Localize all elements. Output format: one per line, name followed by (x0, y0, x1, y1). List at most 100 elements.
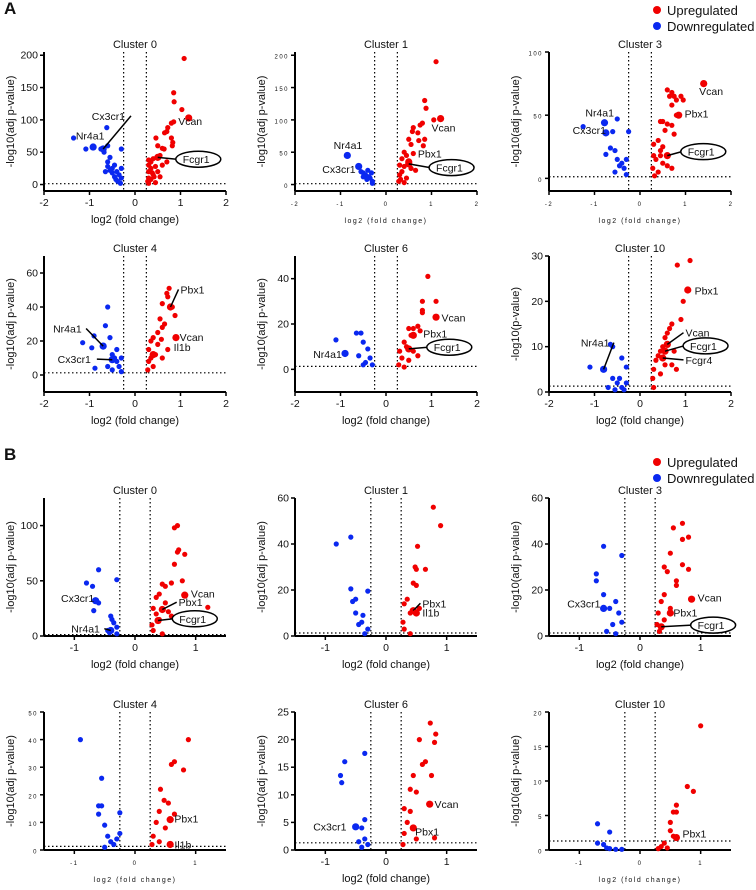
downregulated-point (92, 365, 98, 371)
upregulated-point (662, 127, 668, 133)
highlighted-gene-point (166, 816, 174, 824)
downregulated-point (358, 330, 364, 336)
upregulated-point (413, 582, 419, 589)
gene-label-cx3cr1: Cx3cr1 (567, 598, 600, 610)
upregulated-point (155, 341, 161, 347)
legend-up-marker (653, 458, 661, 466)
upregulated-point (679, 536, 686, 543)
y-tick-label: 30 (28, 767, 38, 773)
x-axis-label: log2 (fold change) (91, 214, 179, 226)
upregulated-point (179, 578, 185, 584)
x-tick-label: 1 (429, 202, 434, 208)
upregulated-point (179, 106, 185, 113)
highlighted-gene-point (341, 349, 349, 358)
gene-label-pbx1: Pbx1 (423, 329, 447, 341)
upregulated-point (422, 97, 428, 104)
downregulated-point (626, 129, 632, 135)
downregulated-point (114, 346, 120, 353)
x-tick-label: -2 (290, 398, 299, 410)
upregulated-point (698, 723, 704, 729)
upregulated-point (162, 600, 168, 606)
gene-label-cx3cr1: Cx3cr1 (322, 164, 355, 176)
upregulated-point (401, 179, 407, 186)
upregulated-point (680, 97, 686, 103)
y-tick-label: 15 (277, 762, 289, 774)
annotation-leader-line (102, 115, 132, 150)
upregulated-point (438, 523, 444, 529)
annotation-leader-line (161, 601, 178, 611)
upregulated-point (660, 160, 666, 166)
plot-title: Cluster 10 (615, 699, 665, 711)
gene-label-pbx1: Pbx1 (682, 829, 706, 841)
downregulated-point (587, 364, 593, 370)
upregulated-point (423, 105, 429, 111)
upregulated-point (674, 262, 680, 268)
annotation-leader-line (667, 150, 682, 157)
x-tick-label: 1 (429, 398, 435, 410)
x-tick-label: 1 (178, 197, 184, 209)
downregulated-point (337, 772, 344, 779)
y-tick-label: 50 (533, 115, 543, 121)
y-tick-label: 0 (283, 364, 289, 376)
x-tick-label: 1 (698, 861, 703, 867)
downregulated-point (109, 616, 115, 623)
upregulated-point (651, 366, 657, 372)
annotation-leader-line (412, 602, 421, 612)
upregulated-point (156, 591, 162, 597)
upregulated-point (657, 153, 664, 159)
y-tick-label: 0 (283, 845, 289, 857)
y-tick-label: 0 (33, 850, 38, 856)
upregulated-point (410, 772, 416, 779)
upregulated-point (669, 321, 675, 327)
x-tick-label: 1 (193, 642, 199, 654)
y-tick-label: 200 (274, 55, 289, 61)
highlighted-gene-point (343, 151, 351, 160)
gene-label-pbx1: Pbx1 (181, 284, 205, 296)
downregulated-point (616, 610, 622, 616)
x-tick-label: -2 (291, 202, 299, 208)
gene-label-fcgr1: Fcgr1 (183, 154, 210, 166)
upregulated-point (657, 371, 664, 377)
downregulated-point (362, 631, 368, 637)
y-tick-label: 40 (26, 302, 38, 314)
upregulated-point (422, 566, 429, 572)
upregulated-point (661, 840, 667, 846)
upregulated-point (413, 789, 419, 795)
x-tick-label: 2 (223, 398, 229, 410)
upregulated-point (657, 118, 664, 125)
y-tick-label: 0 (284, 184, 289, 190)
downregulated-point (619, 552, 625, 559)
upregulated-point (148, 165, 154, 171)
upregulated-point (162, 583, 168, 589)
annotation-leader-line (662, 357, 684, 361)
upregulated-point (165, 294, 171, 300)
highlighted-gene-point (675, 111, 683, 119)
downregulated-point (353, 610, 359, 616)
upregulated-point (205, 604, 211, 610)
plot-title: Cluster 4 (113, 243, 157, 255)
downregulated-point (114, 577, 120, 583)
upregulated-point (152, 163, 159, 170)
gene-label-cx3cr1: Cx3cr1 (92, 111, 125, 123)
highlighted-gene-point (166, 303, 175, 311)
upregulated-point (153, 611, 159, 617)
y-tick-label: 0 (538, 850, 543, 856)
downregulated-point (610, 621, 616, 628)
upregulated-point (679, 562, 686, 568)
upregulated-point (396, 362, 402, 368)
x-tick-label: -1 (85, 398, 94, 410)
upregulated-point (146, 180, 152, 186)
upregulated-point (157, 174, 163, 180)
y-tick-label: 30 (531, 251, 543, 263)
upregulated-point (679, 520, 686, 526)
downregulated-point (593, 578, 599, 584)
upregulated-point (662, 335, 668, 341)
y-tick-label: 60 (277, 493, 289, 505)
upregulated-point (666, 325, 673, 332)
y-axis-label: -log10(adj p-value) (510, 521, 522, 613)
upregulated-point (425, 273, 431, 279)
upregulated-point (433, 298, 439, 304)
plot-title: Cluster 1 (364, 485, 408, 497)
upregulated-point (164, 128, 170, 135)
x-axis-label: log2 (fold change) (91, 659, 179, 671)
